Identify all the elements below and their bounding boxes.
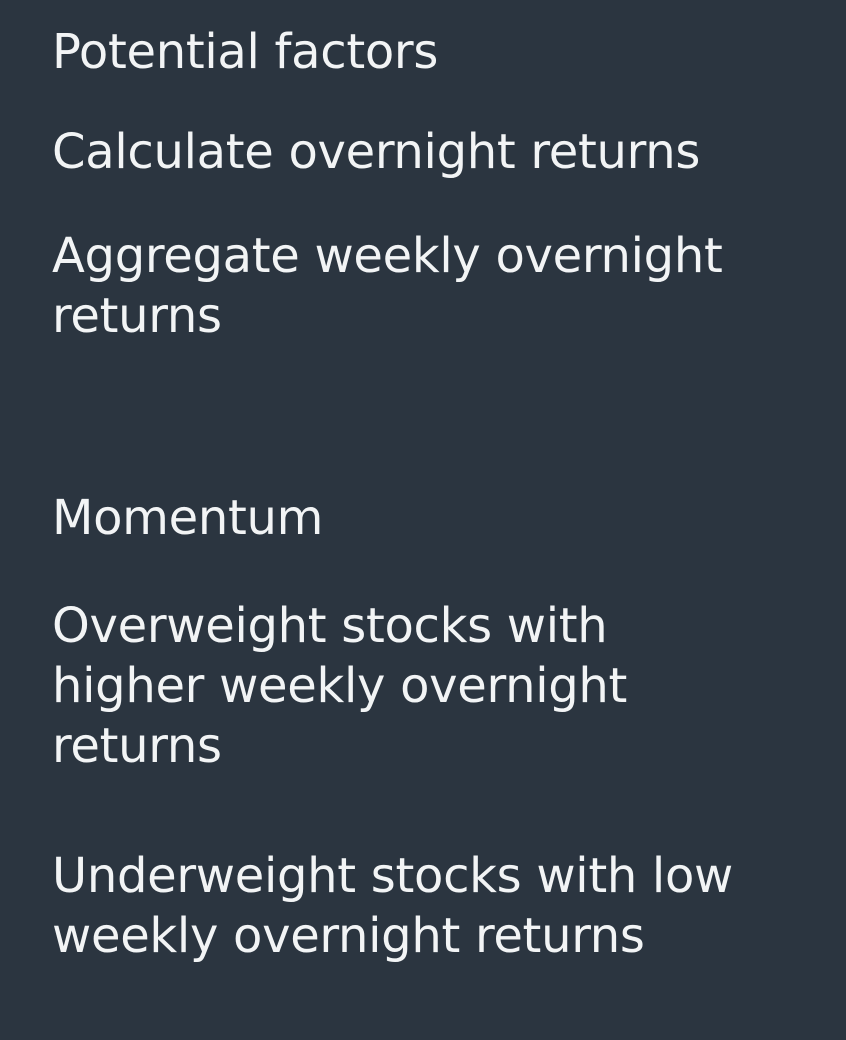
heading-momentum: Momentum — [52, 490, 324, 546]
text-aggregate-weekly-returns: Aggregate weekly overnight returns — [52, 228, 723, 344]
text-calculate-overnight-returns: Calculate overnight returns — [52, 124, 701, 180]
text-overweight-stocks: Overweight stocks with higher weekly ove… — [52, 598, 628, 774]
heading-potential-factors: Potential factors — [52, 24, 439, 80]
text-underweight-stocks: Underweight stocks with low weekly overn… — [52, 848, 733, 964]
